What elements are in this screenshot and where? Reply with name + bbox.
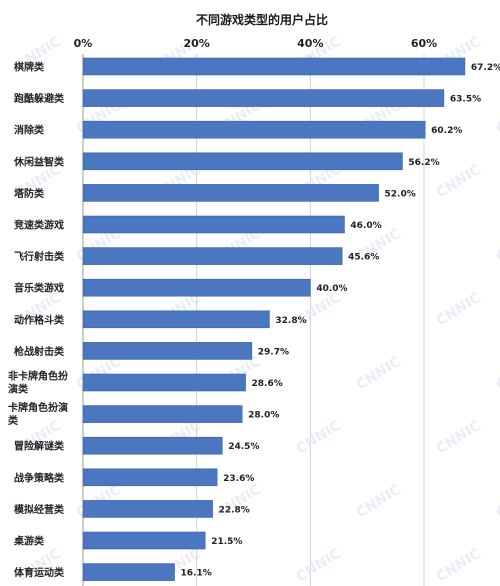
watermark-text-26: CNNIC (294, 418, 344, 458)
x-tick-label-0: 0% (74, 37, 93, 50)
value-label-11: 28.0% (248, 411, 279, 421)
watermark-text-15: CNNIC (494, 226, 500, 266)
chart-title: 不同游戏类型的用户占比 (196, 12, 328, 27)
category-label-2: 消除类 (14, 124, 44, 137)
bar-13 (82, 468, 218, 487)
watermark-text-27: CNNIC (434, 418, 484, 458)
value-label-1: 63.5% (450, 95, 481, 105)
value-label-5: 46.0% (350, 221, 381, 231)
category-label-6: 飞行射击类 (14, 250, 64, 263)
bar-12 (82, 436, 223, 455)
category-label-11: 卡牌角色扮演类 (8, 401, 68, 427)
category-label-14: 模拟经营类 (14, 503, 64, 516)
bar-14 (82, 500, 213, 518)
bar-6 (82, 247, 343, 265)
watermark-text-30: CNNIC (354, 482, 404, 522)
watermark-text-35: CNNIC (434, 546, 484, 586)
category-label-9: 枪战射击类 (14, 345, 64, 358)
watermark-text-22: CNNIC (354, 354, 404, 394)
watermark-text-29: CNNIC (214, 482, 264, 522)
value-label-0: 67.2% (471, 63, 500, 73)
value-label-4: 52.0% (385, 189, 416, 199)
bar-9 (82, 342, 253, 360)
x-tick-label-1: 20% (183, 37, 209, 50)
value-label-7: 40.0% (316, 284, 347, 294)
value-label-13: 23.6% (223, 474, 254, 484)
bar-16 (82, 563, 175, 581)
value-label-12: 24.5% (228, 442, 259, 452)
bar-4 (82, 184, 379, 202)
value-labels: 67.2% 63.5% 60.2% 56.2% 52.0% 46.0% 45.6% 40.0%… (181, 63, 500, 579)
watermark-text-23: CNNIC (494, 354, 500, 394)
category-label-3: 休闲益智类 (13, 155, 64, 168)
category-label-5: 竞速类游戏 (13, 219, 64, 232)
watermark-text-11: CNNIC (434, 162, 484, 202)
value-label-6: 45.6% (348, 253, 379, 263)
category-label-1: 跑酷躲避类 (14, 92, 64, 105)
bar-8 (82, 310, 270, 329)
value-label-9: 29.7% (258, 347, 289, 357)
x-tick-label-3: 60% (411, 37, 437, 50)
bar-3 (82, 152, 403, 171)
category-label-15: 桌游类 (13, 535, 44, 548)
watermark-text-32: CNNIC (14, 546, 64, 586)
category-label-4: 塔防类 (14, 187, 44, 200)
bar-0 (82, 57, 466, 76)
bars (82, 57, 466, 581)
bar-10 (82, 373, 246, 392)
category-label-16: 体育运动类 (14, 566, 64, 579)
category-label-12: 冒险解谜类 (14, 440, 64, 453)
value-label-2: 60.2% (431, 126, 462, 136)
value-label-3: 56.2% (408, 158, 439, 168)
value-label-14: 22.8% (219, 505, 250, 515)
watermark-text-34: CNNIC (294, 546, 344, 586)
category-label-13: 战争策略类 (14, 471, 64, 484)
bar-11 (82, 405, 243, 423)
x-tick-labels: 0% 20% 40% 60% (74, 37, 438, 50)
x-tick-label-2: 40% (297, 37, 323, 50)
bar-5 (82, 215, 345, 234)
value-label-10: 28.6% (252, 379, 283, 389)
bar-15 (82, 531, 206, 550)
watermark-text-7: CNNIC (494, 98, 500, 138)
bar-1 (82, 89, 445, 107)
watermark-text-31: CNNIC (494, 482, 500, 522)
category-label-8: 动作格斗类 (14, 313, 64, 326)
value-label-15: 21.5% (211, 537, 242, 547)
bar-2 (82, 120, 426, 139)
category-labels: 棋牌类跑酷躲避类消除类休闲益智类塔防类竞速类游戏飞行射击类音乐类游戏动作格斗类枪… (8, 61, 69, 580)
category-label-7: 音乐类游戏 (14, 282, 64, 295)
bar-7 (82, 278, 311, 297)
value-label-8: 32.8% (275, 316, 306, 326)
value-label-16: 16.1% (181, 569, 212, 579)
category-label-10: 非卡牌角色扮演类 (8, 370, 69, 396)
watermark-text-19: CNNIC (434, 290, 484, 330)
category-label-0: 棋牌类 (13, 61, 44, 74)
